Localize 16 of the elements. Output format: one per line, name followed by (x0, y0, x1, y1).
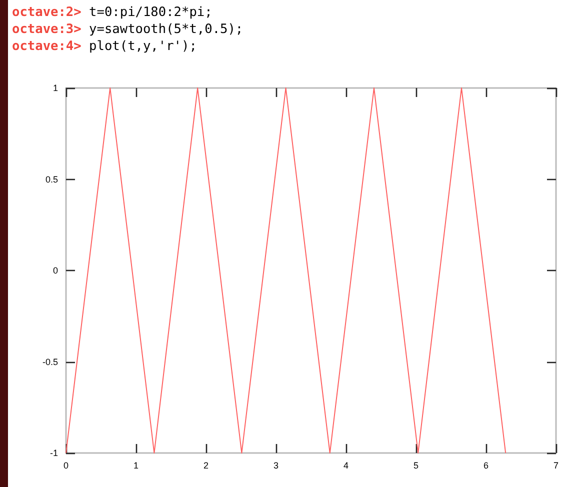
x-tick-label: 7 (553, 460, 559, 470)
x-tick-label: 0 (63, 460, 69, 470)
x-tick-label: 5 (413, 460, 419, 470)
y-tick-label: 1 (52, 83, 58, 93)
text: octave:3> y=sawtooth(5*t,0.5); (12, 21, 244, 38)
y-tick-label: 0.5 (45, 174, 58, 184)
text: octave:4> plot(t,y,'r'); (12, 38, 198, 55)
x-tick-label: 2 (203, 460, 209, 470)
x-tick-label: 4 (343, 460, 349, 470)
y-tick-label: -0.5 (42, 356, 58, 367)
text: octave:2> t=0:pi/180:2*pi; (12, 4, 214, 21)
x-tick-label: 1 (133, 460, 139, 470)
y-tick-label: -1 (50, 448, 58, 458)
x-tick-label: 6 (483, 460, 489, 470)
x-tick-label: 3 (273, 460, 279, 470)
y-tick-label: 0 (52, 266, 58, 276)
